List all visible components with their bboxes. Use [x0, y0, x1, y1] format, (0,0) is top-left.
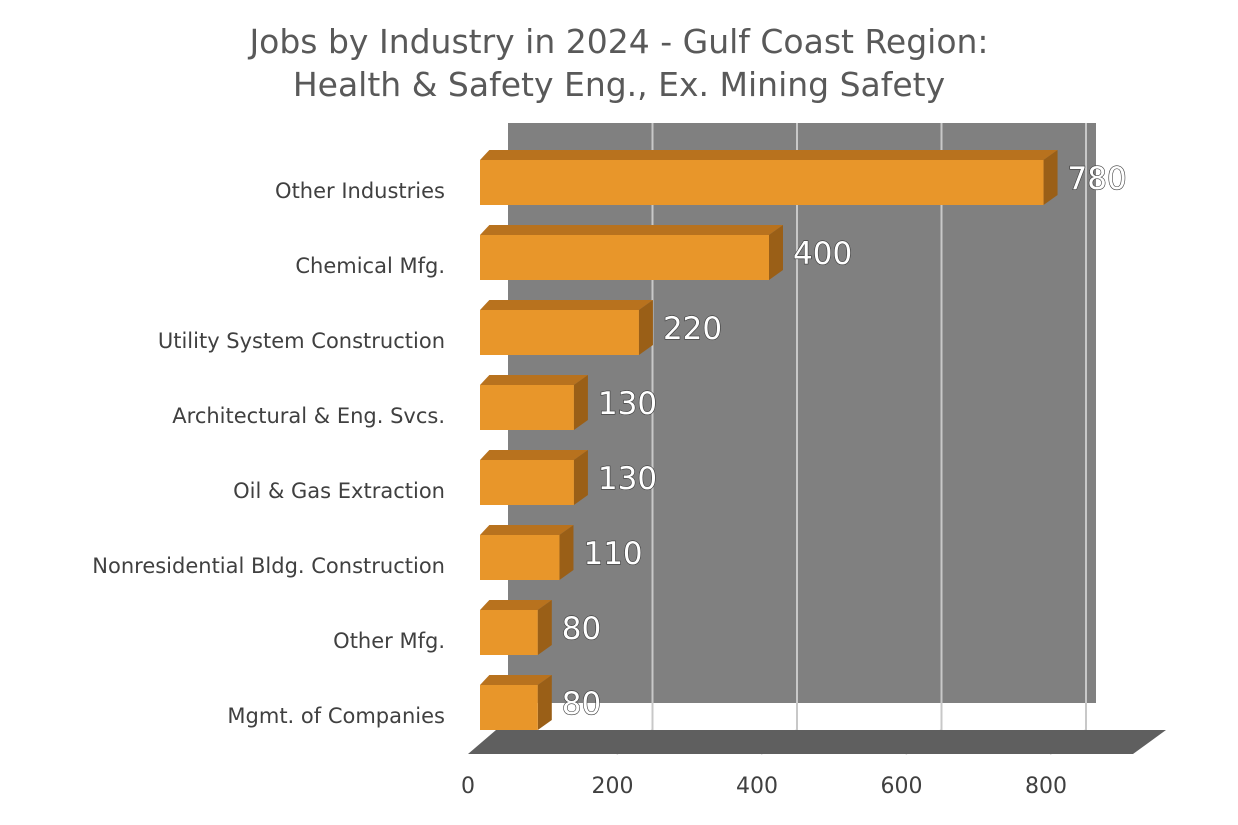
bar — [480, 535, 560, 580]
bar-side — [1043, 150, 1058, 205]
bar-5: 110 — [480, 525, 643, 580]
data-label: 220 — [663, 311, 722, 347]
data-label: 130 — [598, 461, 657, 497]
bar-top — [480, 600, 552, 610]
bar-side — [573, 450, 588, 505]
bar-top — [480, 225, 783, 235]
bar-0: 780 — [480, 150, 1127, 205]
x-tick-label: 400 — [736, 774, 778, 799]
category-label: Other Mfg. — [333, 629, 445, 653]
bar-3: 130 — [480, 375, 658, 430]
bar — [480, 385, 574, 430]
category-label: Other Industries — [275, 179, 445, 203]
bar-side — [638, 300, 653, 355]
x-tick-label: 800 — [1025, 774, 1067, 799]
bar-top — [480, 300, 653, 310]
x-tick-labels: 0 200 400 600 800 — [461, 774, 1067, 799]
category-label: Oil & Gas Extraction — [233, 479, 445, 503]
bar — [480, 310, 639, 355]
bar-side — [769, 225, 783, 280]
plot-floor — [468, 730, 1166, 754]
chart-title-line-1: Jobs by Industry in 2024 - Gulf Coast Re… — [249, 22, 989, 61]
bar-top — [480, 150, 1058, 160]
category-label: Nonresidential Bldg. Construction — [92, 554, 445, 578]
category-label: Architectural & Eng. Svcs. — [172, 404, 445, 428]
bar — [480, 685, 538, 730]
x-tick-label: 600 — [881, 774, 923, 799]
bar-top — [480, 675, 552, 685]
x-tick-label: 200 — [592, 774, 634, 799]
category-label: Chemical Mfg. — [295, 254, 445, 278]
data-label: 400 — [793, 236, 852, 272]
bar — [480, 610, 538, 655]
x-tick-label: 0 — [461, 774, 475, 799]
category-label: Utility System Construction — [158, 329, 445, 353]
bar-top — [480, 450, 588, 460]
bar — [480, 460, 574, 505]
category-label: Mgmt. of Companies — [227, 704, 445, 728]
bar — [480, 160, 1044, 205]
bars: 780 400 220 130 130 110 80 80 — [480, 150, 1127, 730]
bar-1: 400 — [480, 225, 853, 280]
bar-4: 130 — [480, 450, 658, 505]
bar-side — [573, 375, 588, 430]
data-label: 80 — [562, 611, 601, 647]
category-labels: Other Industries Chemical Mfg. Utility Sys… — [92, 179, 445, 728]
bar-7: 80 — [480, 675, 602, 730]
data-label: 110 — [583, 536, 642, 572]
bar-side — [537, 675, 552, 730]
plot-floor-surface — [468, 730, 1166, 754]
chart-title-line-2: Health & Safety Eng., Ex. Mining Safety — [292, 65, 946, 104]
bar-side — [559, 525, 574, 580]
data-label: 780 — [1068, 161, 1127, 197]
bar-side — [537, 600, 552, 655]
bar-top — [480, 375, 588, 385]
bar-top — [480, 525, 574, 535]
bar — [480, 235, 769, 280]
bar-2: 220 — [480, 300, 723, 355]
data-label: 80 — [562, 686, 601, 722]
bar-6: 80 — [480, 600, 602, 655]
data-label: 130 — [598, 386, 657, 422]
